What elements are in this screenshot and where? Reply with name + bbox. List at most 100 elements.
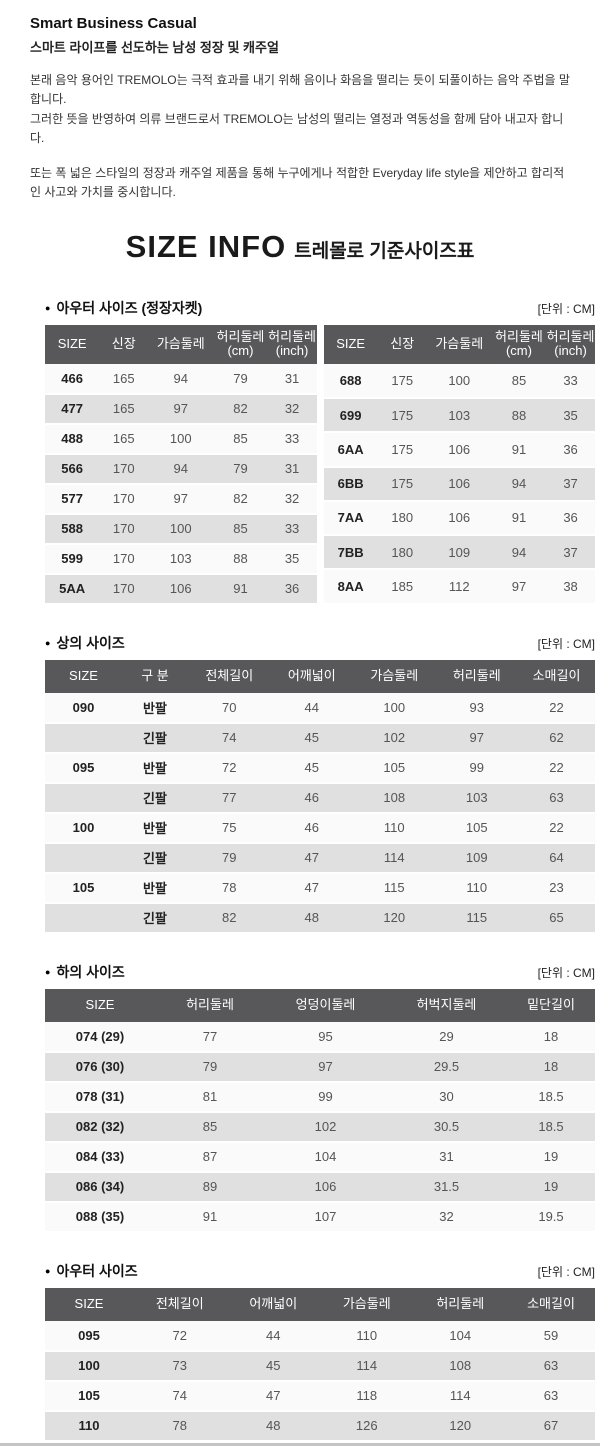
table-cell: 65 <box>518 902 595 934</box>
table-cell: 95 <box>265 1021 386 1053</box>
table-cell: 566 <box>45 453 100 485</box>
table-row: 082 (32) 85 102 30.5 18.5 <box>45 1111 595 1143</box>
table-cell: 46 <box>270 782 353 814</box>
table-cell: 7AA <box>323 500 378 537</box>
table-row: 105 74 47 118 114 63 <box>45 1380 595 1412</box>
table-row: 100 73 45 114 108 63 <box>45 1350 595 1382</box>
table-cell: 91 <box>213 573 268 605</box>
column-header: 전체길이 <box>133 1287 227 1321</box>
outer-jacket-size-table-right: SIZE 신장 가슴둘레 허리둘레 (cm) 허리둘레 (inch) 688 175 100 8… <box>323 324 595 605</box>
table-cell: 8AA <box>323 569 378 605</box>
table-cell: 120 <box>353 902 436 934</box>
table-cell: 63 <box>507 1350 595 1382</box>
bottoms-size-table: SIZE 허리둘레 엉덩이둘레 허벅지둘레 밑단길이 074 (29) 77 95 29 18 07… <box>45 988 595 1233</box>
table-row: 095 반팔 72 45 105 99 22 <box>45 752 595 784</box>
section-bullet-icon: ● <box>45 966 51 977</box>
table-row: 8AA 185 112 97 38 <box>323 569 595 605</box>
table-cell: 175 <box>377 432 427 468</box>
table-cell: 477 <box>45 393 100 425</box>
table-cell <box>45 782 122 814</box>
table-row: 긴팔 82 48 120 115 65 <box>45 902 595 934</box>
table-header-row: SIZE 허리둘레 엉덩이둘레 허벅지둘레 밑단길이 <box>45 988 595 1022</box>
table-cell: 87 <box>155 1141 265 1173</box>
table-cell: 577 <box>45 483 100 515</box>
table-cell: 89 <box>155 1171 265 1203</box>
table-cell: 170 <box>99 483 149 515</box>
column-header: 허리둘레 (inch) <box>267 324 317 364</box>
table-header-row: SIZE 구 분 전체길이 어깨넓이 가슴둘레 허리둘레 소매길이 <box>45 659 595 693</box>
page-title-en: SIZE INFO <box>125 228 287 264</box>
table-row: 090 반팔 70 44 100 93 22 <box>45 692 595 724</box>
table-cell: 19.5 <box>507 1201 595 1233</box>
column-header: 허리둘레 (cm) <box>491 324 547 364</box>
table-cell: 73 <box>133 1350 227 1382</box>
table-cell: 108 <box>353 782 436 814</box>
table-cell: 106 <box>265 1171 386 1203</box>
table-row: 7AA 180 106 91 36 <box>323 500 595 537</box>
table-cell: 47 <box>270 872 353 904</box>
table-cell: 32 <box>267 483 317 515</box>
table-cell: 180 <box>377 500 427 537</box>
table-cell: 095 <box>45 1320 133 1352</box>
table-cell: 94 <box>491 535 547 571</box>
column-header: 가슴둘레 <box>320 1287 414 1321</box>
table-cell: 078 (31) <box>45 1081 155 1113</box>
column-header: 허리둘레 (inch) <box>546 324 595 364</box>
table-cell: 91 <box>491 500 547 537</box>
table-cell: 175 <box>377 363 427 400</box>
column-header: 허리둘레 (cm) <box>213 324 268 364</box>
table-cell: 18 <box>507 1051 595 1083</box>
table-cell: 074 (29) <box>45 1021 155 1053</box>
table-row: 577 170 97 82 32 <box>45 483 317 515</box>
table-cell: 103 <box>426 398 492 434</box>
table-cell: 59 <box>507 1320 595 1352</box>
table-cell: 62 <box>518 722 595 754</box>
section-title: 하의 사이즈 <box>56 963 125 980</box>
column-header: 허리둘레 <box>155 988 265 1022</box>
table-cell: 110 <box>435 872 518 904</box>
table-cell: 29.5 <box>386 1051 507 1083</box>
table-cell: 반팔 <box>122 692 188 724</box>
table-cell: 488 <box>45 423 100 455</box>
table-cell: 107 <box>265 1201 386 1233</box>
section-tops-size: ● 상의 사이즈 [단위 : CM] SIZE 구 분 전체길이 어깨넓이 가슴둘레 허리… <box>45 633 595 934</box>
column-header: SIZE <box>45 324 100 364</box>
section-bullet-icon: ● <box>45 637 51 648</box>
table-row: 477 165 97 82 32 <box>45 393 317 425</box>
table-cell: 29 <box>386 1021 507 1053</box>
column-header: SIZE <box>45 1287 133 1321</box>
table-cell: 45 <box>226 1350 320 1382</box>
table-cell: 93 <box>435 692 518 724</box>
table-cell: 99 <box>435 752 518 784</box>
table-cell: 85 <box>213 513 268 545</box>
table-cell: 082 (32) <box>45 1111 155 1143</box>
table-cell: 170 <box>99 573 149 605</box>
table-cell: 6AA <box>323 432 378 468</box>
table-header-row: SIZE 신장 가슴둘레 허리둘레 (cm) 허리둘레 (inch) <box>45 324 317 364</box>
column-header: 구 분 <box>122 659 188 693</box>
table-cell: 103 <box>435 782 518 814</box>
table-cell: 165 <box>99 393 149 425</box>
brand-paragraph-2: 또는 폭 넓은 스타일의 정장과 캐주얼 제품을 통해 누구에게나 적합한 Ev… <box>30 165 565 200</box>
table-cell: 63 <box>518 782 595 814</box>
table-cell: 18 <box>507 1021 595 1053</box>
table-cell: 18.5 <box>507 1111 595 1143</box>
table-cell: 108 <box>413 1350 507 1382</box>
table-cell: 5AA <box>45 573 100 605</box>
table-row: 078 (31) 81 99 30 18.5 <box>45 1081 595 1113</box>
table-cell: 185 <box>377 569 427 605</box>
table-cell: 7BB <box>323 535 378 571</box>
table-row: 466 165 94 79 31 <box>45 363 317 395</box>
table-cell: 긴팔 <box>122 782 188 814</box>
table-cell: 102 <box>353 722 436 754</box>
table-cell: 반팔 <box>122 752 188 784</box>
column-header: SIZE <box>45 988 155 1022</box>
table-cell: 82 <box>213 483 268 515</box>
table-cell: 103 <box>148 543 214 575</box>
table-cell: 084 (33) <box>45 1141 155 1173</box>
column-header: 허벅지둘레 <box>386 988 507 1022</box>
column-header: 허리둘레 <box>413 1287 507 1321</box>
section-bottoms-size: ● 하의 사이즈 [단위 : CM] SIZE 허리둘레 엉덩이둘레 허벅지둘레 밑단길… <box>45 962 595 1233</box>
table-cell: 79 <box>213 453 268 485</box>
table-cell: 82 <box>188 902 271 934</box>
